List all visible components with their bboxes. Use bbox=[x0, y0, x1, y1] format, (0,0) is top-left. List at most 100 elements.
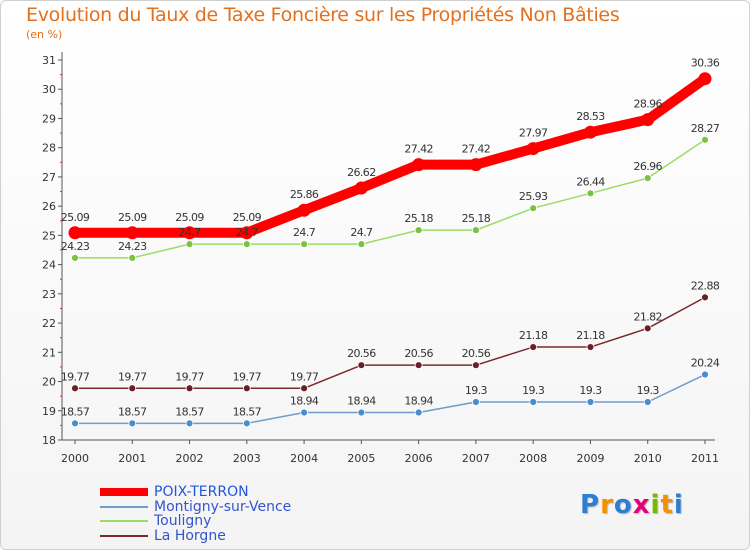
data-label: 25.18 bbox=[404, 212, 433, 225]
data-point bbox=[529, 343, 538, 351]
data-label: 24.23 bbox=[61, 240, 90, 253]
data-point bbox=[414, 408, 423, 417]
data-label: 28.27 bbox=[691, 122, 720, 135]
series-line bbox=[70, 73, 710, 238]
data-label: 19.77 bbox=[175, 370, 204, 383]
data-point bbox=[185, 419, 194, 428]
x-tick-label: 2008 bbox=[519, 452, 547, 465]
data-label: 27.42 bbox=[404, 143, 433, 156]
legend: POIX-TERRON Montigny-sur-Vence Touligny La … bbox=[100, 485, 291, 543]
data-point bbox=[300, 408, 308, 417]
legend-swatch bbox=[100, 488, 148, 497]
data-label: 19.77 bbox=[118, 370, 147, 383]
x-tick-label: 2005 bbox=[347, 452, 375, 465]
data-point bbox=[586, 343, 595, 351]
data-label: 18.94 bbox=[290, 395, 319, 408]
y-tick-label: 22 bbox=[42, 317, 56, 330]
data-point bbox=[240, 226, 254, 240]
data-point bbox=[529, 398, 538, 406]
y-tick-label: 27 bbox=[42, 171, 56, 184]
data-point bbox=[698, 72, 712, 86]
data-label: 26.62 bbox=[347, 166, 376, 179]
data-point bbox=[586, 189, 595, 198]
y-tick-label: 24 bbox=[42, 259, 56, 272]
y-tick-label: 21 bbox=[42, 346, 56, 359]
data-point bbox=[641, 113, 655, 127]
y-tick-label: 20 bbox=[42, 376, 56, 389]
data-label: 19.3 bbox=[522, 384, 545, 397]
legend-label: La Horgne bbox=[154, 527, 226, 544]
x-tick-label: 2004 bbox=[290, 452, 318, 465]
data-point bbox=[529, 204, 538, 213]
data-point bbox=[128, 384, 137, 393]
data-point bbox=[526, 142, 540, 156]
y-tick-label: 29 bbox=[42, 112, 56, 125]
logo-letter: o bbox=[613, 490, 633, 520]
data-point bbox=[701, 370, 709, 379]
y-tick-label: 28 bbox=[42, 142, 56, 155]
y-tick-label: 31 bbox=[42, 54, 56, 67]
data-point bbox=[125, 226, 139, 240]
x-tick-label: 2007 bbox=[462, 452, 490, 465]
data-point bbox=[354, 181, 368, 195]
data-point bbox=[472, 398, 480, 406]
legend-item: Montigny-sur-Vence bbox=[100, 498, 292, 515]
x-tick-label: 2003 bbox=[233, 452, 261, 465]
data-point bbox=[414, 361, 423, 370]
data-point bbox=[128, 253, 137, 262]
data-point bbox=[469, 158, 483, 172]
data-point bbox=[68, 226, 82, 240]
data-point bbox=[128, 419, 137, 428]
data-label: 24.7 bbox=[293, 226, 316, 239]
data-label: 20.24 bbox=[691, 357, 720, 370]
data-label: 25.86 bbox=[290, 188, 319, 201]
data-label: 25.09 bbox=[175, 211, 204, 224]
x-tick-label: 2002 bbox=[176, 452, 204, 465]
data-label: 24.7 bbox=[178, 226, 201, 239]
data-point bbox=[357, 361, 366, 370]
data-point bbox=[412, 158, 426, 172]
y-tick-label: 19 bbox=[42, 405, 56, 418]
data-label: 26.96 bbox=[633, 160, 662, 173]
data-label: 21.18 bbox=[576, 329, 605, 342]
x-tick-label: 2011 bbox=[691, 452, 719, 465]
data-label: 25.18 bbox=[462, 212, 491, 225]
legend-label: Montigny-sur-Vence bbox=[154, 498, 292, 515]
x-tick-label: 2000 bbox=[61, 452, 89, 465]
data-label: 28.53 bbox=[576, 110, 605, 123]
data-point bbox=[185, 240, 194, 249]
data-label: 18.57 bbox=[233, 405, 262, 418]
data-label: 24.23 bbox=[118, 240, 147, 253]
data-label: 28.96 bbox=[633, 98, 662, 111]
x-tick-label: 2010 bbox=[634, 452, 662, 465]
data-label: 25.09 bbox=[233, 211, 262, 224]
data-label: 25.09 bbox=[118, 211, 147, 224]
y-tick-label: 23 bbox=[42, 288, 56, 301]
series-line bbox=[74, 296, 706, 390]
data-label: 20.56 bbox=[404, 347, 433, 360]
data-point bbox=[643, 324, 652, 333]
legend-label: POIX-TERRON bbox=[154, 484, 249, 500]
data-point bbox=[242, 419, 251, 428]
data-label: 24.7 bbox=[236, 226, 259, 239]
chart-title: Evolution du Taux de Taxe Foncière sur l… bbox=[26, 4, 620, 26]
data-label: 18.94 bbox=[347, 395, 376, 408]
data-label: 22.88 bbox=[691, 279, 720, 292]
data-point bbox=[183, 226, 197, 240]
data-point bbox=[300, 384, 308, 393]
data-point bbox=[643, 398, 652, 406]
data-label: 19.77 bbox=[290, 370, 319, 383]
logo-letter: i bbox=[673, 490, 684, 520]
data-label: 26.44 bbox=[576, 175, 605, 188]
data-label: 19.3 bbox=[465, 384, 488, 397]
data-point bbox=[472, 226, 480, 235]
unit-label: (en %) bbox=[26, 28, 63, 41]
y-tick-label: 26 bbox=[42, 200, 56, 213]
x-tick-label: 2009 bbox=[576, 452, 604, 465]
logo-letter: r bbox=[600, 490, 614, 520]
data-label: 19.3 bbox=[579, 384, 602, 397]
data-point bbox=[242, 240, 251, 249]
data-label: 21.18 bbox=[519, 329, 548, 342]
